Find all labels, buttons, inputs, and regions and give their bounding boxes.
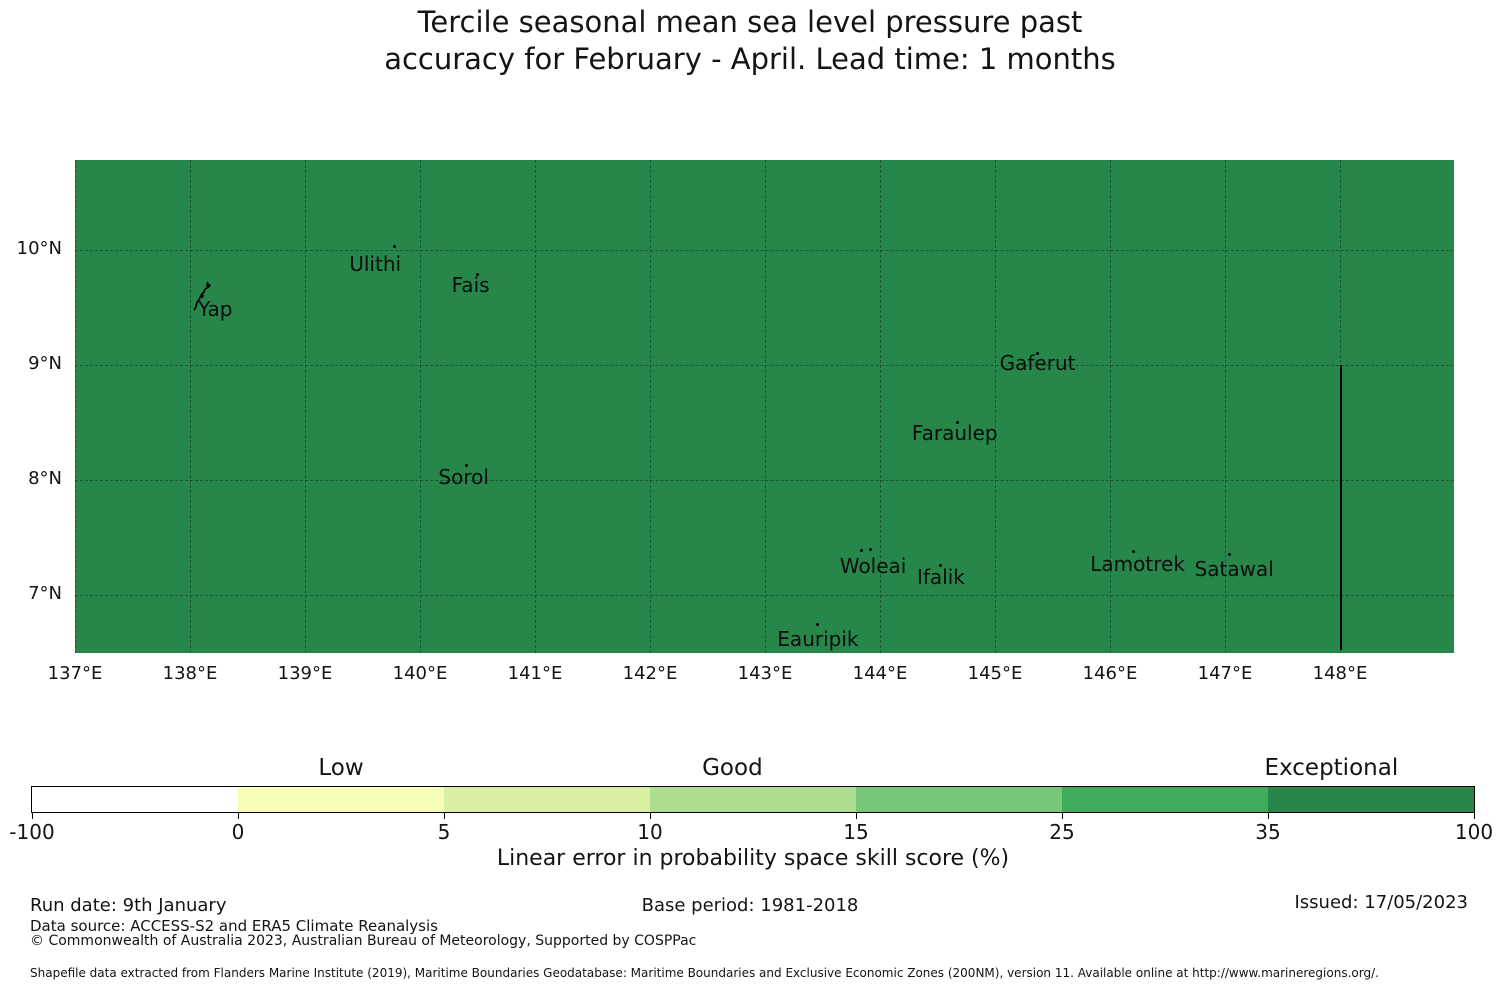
colorbar-tick (856, 813, 857, 819)
colorbar-tick (1062, 813, 1063, 819)
colorbar-tick (1474, 813, 1475, 819)
island-dot (393, 245, 397, 249)
yap-island-outline (192, 280, 218, 312)
x-tick-label: 137°E (47, 663, 103, 684)
island-label-eauripik: Eauripik (777, 626, 859, 651)
colorbar-axis-label: Linear error in probability space skill … (496, 846, 1010, 871)
island-dot (816, 623, 820, 627)
gridline-meridian (765, 160, 766, 653)
island-dot (939, 563, 943, 567)
colorbar-tick (1268, 813, 1269, 819)
island-label-ulithi: Ulithi (349, 251, 402, 276)
x-tick-label: 139°E (277, 663, 333, 684)
gridline-meridian (1225, 160, 1226, 653)
colorbar-tick-label: 15 (843, 820, 869, 844)
y-tick-label: 9°N (28, 353, 62, 374)
colorbar (31, 786, 1475, 813)
footer-base-period: Base period: 1981-2018 (641, 895, 859, 916)
gridline-parallel (75, 595, 1454, 596)
x-tick-label: 145°E (967, 663, 1023, 684)
colorbar-segment-5-10 (444, 787, 650, 812)
x-tick-label: 146°E (1082, 663, 1138, 684)
island-label-ifalik: Ifalik (916, 564, 965, 589)
map-plot-area: Yap Ulithi Fais Sorol Gaferut Faraulep Woleai I… (75, 160, 1454, 653)
colorbar-category-label-good: Good (702, 755, 763, 781)
gridline-meridian (995, 160, 996, 653)
island-label-yap: Yap (198, 296, 233, 321)
island-dot (1228, 553, 1232, 557)
island-dot (955, 421, 959, 424)
colorbar-tick-label: 5 (437, 820, 451, 844)
colorbar-tick-label: 35 (1255, 820, 1281, 844)
chart-title-line1: Tercile seasonal mean sea level pressure… (417, 5, 1083, 39)
colorbar-tick (238, 813, 239, 819)
island-label-woleai: Woleai (839, 554, 907, 579)
colorbar-tick (650, 813, 651, 819)
gridline-parallel (75, 250, 1454, 251)
island-dot (476, 272, 479, 276)
island-label-sorol: Sorol (438, 464, 489, 489)
colorbar-segment-0-5 (238, 787, 444, 812)
island-dot (860, 548, 864, 552)
x-tick-label: 142°E (622, 663, 678, 684)
x-tick-label: 144°E (852, 663, 908, 684)
gridline-meridian (75, 160, 76, 653)
x-tick-label: 141°E (507, 663, 563, 684)
colorbar-tick-label: 0 (231, 820, 245, 844)
colorbar-segment-25-35 (1062, 787, 1268, 812)
colorbar-segment-15-25 (856, 787, 1062, 812)
gridline-meridian (535, 160, 536, 653)
gridline-parallel (75, 480, 1454, 481)
footer-run-date: Run date: 9th January (30, 895, 227, 916)
colorbar-tick (444, 813, 445, 819)
x-tick-label: 140°E (392, 663, 448, 684)
eez-boundary-line (1340, 365, 1342, 651)
gridline-parallel (75, 365, 1454, 366)
colorbar-tick-label: -100 (9, 820, 55, 844)
colorbar-tick-label: 10 (637, 820, 663, 844)
chart-title: Tercile seasonal mean sea level pressure… (0, 4, 1500, 78)
gridline-meridian (305, 160, 306, 653)
island-dot (1036, 352, 1040, 355)
x-tick-label: 143°E (737, 663, 793, 684)
footer-data-source: Data source: ACCESS-S2 and ERA5 Climate … (30, 917, 438, 935)
footer-copyright: © Commonwealth of Australia 2023, Austra… (30, 933, 697, 949)
gridline-meridian (1110, 160, 1111, 653)
colorbar-tick-label: 100 (1454, 820, 1494, 844)
island-label-faraulep: Faraulep (911, 420, 998, 445)
island-dot (464, 463, 468, 467)
colorbar-tick-label: 25 (1049, 820, 1075, 844)
gridline-meridian (420, 160, 421, 653)
island-dot (1131, 549, 1135, 553)
colorbar-segment--100-0 (32, 787, 238, 812)
gridline-meridian (880, 160, 881, 653)
colorbar-segment-10-15 (650, 787, 856, 812)
gridline-meridian (190, 160, 191, 653)
gridline-meridian (650, 160, 651, 653)
x-tick-label: 148°E (1312, 663, 1368, 684)
chart-title-line2: accuracy for February - April. Lead time… (384, 42, 1116, 76)
colorbar-category-label-low: Low (318, 755, 364, 781)
colorbar-tick (32, 813, 33, 819)
x-tick-label: 147°E (1197, 663, 1253, 684)
colorbar-segment-35-100 (1268, 787, 1474, 812)
y-tick-label: 10°N (16, 238, 62, 259)
y-tick-label: 8°N (28, 468, 62, 489)
footer-issued-date: Issued: 17/05/2023 (1294, 892, 1468, 913)
y-tick-label: 7°N (28, 583, 62, 604)
island-label-gaferut: Gaferut (999, 350, 1076, 375)
island-dot (869, 547, 873, 551)
colorbar-category-label-exceptional: Exceptional (1264, 755, 1399, 781)
island-label-satawal: Satawal (1194, 556, 1274, 581)
island-label-lamotrek: Lamotrek (1090, 551, 1185, 576)
island-label-fais: Fais (451, 272, 490, 297)
x-tick-label: 138°E (162, 663, 218, 684)
footer-shapefile-note: Shapefile data extracted from Flanders M… (30, 966, 1379, 980)
